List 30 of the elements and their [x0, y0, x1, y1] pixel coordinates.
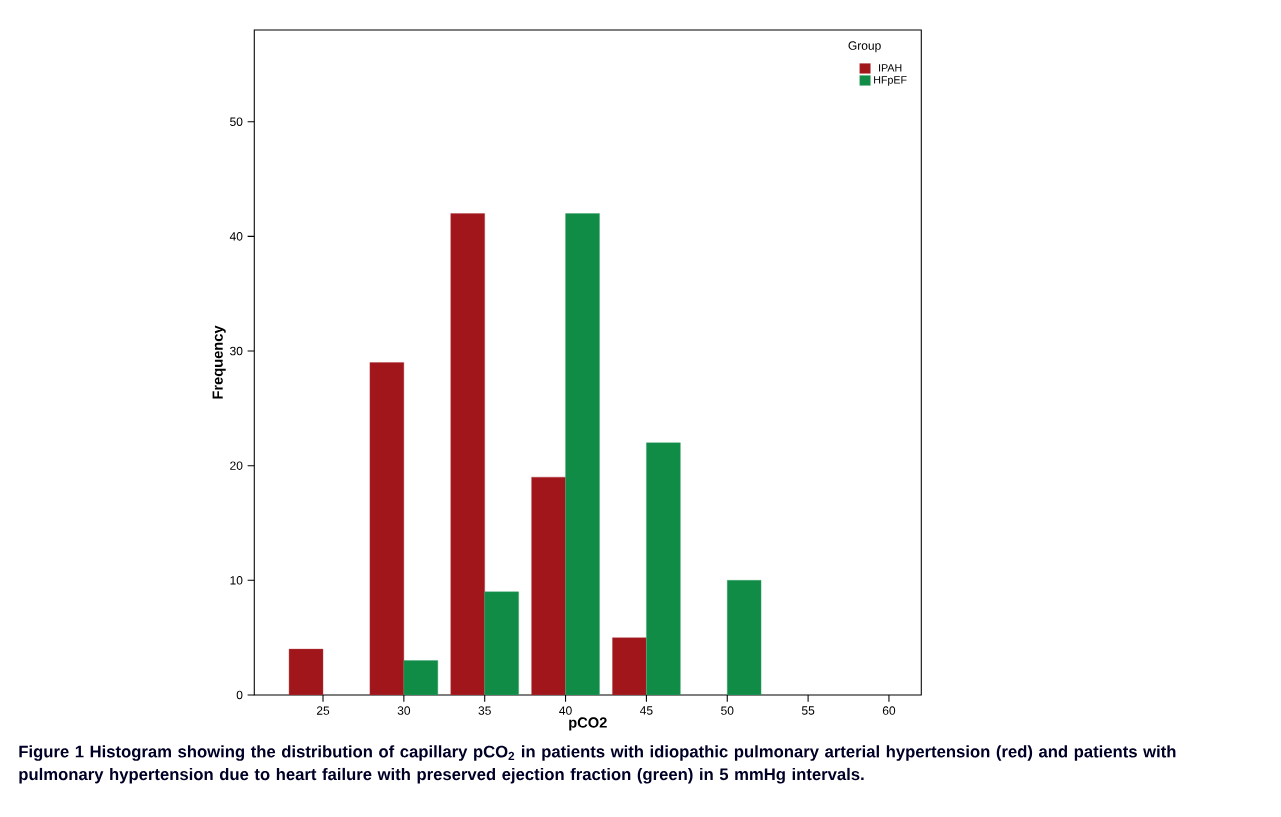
x-tick-label: 35: [478, 706, 491, 715]
bar: [727, 580, 762, 695]
x-axis-title: pCO2: [569, 717, 607, 731]
x-tick-label: 60: [882, 706, 896, 715]
x-tick-label: 25: [316, 706, 330, 715]
y-tick-label: 20: [230, 461, 243, 470]
y-tick-label: 30: [230, 346, 243, 356]
legend-title: Group: [848, 41, 881, 53]
y-tick-label: 0: [236, 690, 243, 700]
y-tick-label: 50: [230, 117, 243, 126]
x-tick-label: 50: [721, 706, 734, 715]
y-tick-label: 10: [230, 576, 243, 585]
x-tick-label: 55: [801, 706, 815, 715]
bar: [288, 648, 324, 695]
text: Figure 1 Histogram showing the distribution of capillary pCO$_{2}$ in patients with idiopathic pulmonary arterial hypertension (red) and patients with pulmonary hypertension due to heart failure with preserved ejection fraction (green) in 5 mmHg intervals.: [19, 745, 1176, 784]
bar: [565, 213, 600, 695]
x-tick-label: 30: [397, 706, 411, 715]
y-tick-label: 40: [229, 232, 243, 241]
bar: [612, 637, 647, 695]
legend-label: IPAH: [879, 64, 902, 72]
bar: [403, 660, 439, 695]
bar: [484, 591, 519, 695]
bar: [450, 213, 485, 695]
bar: [369, 362, 405, 695]
bar: [531, 476, 566, 695]
x-tick-label: 40: [559, 706, 572, 715]
legend-label: HFpEF: [874, 76, 907, 86]
x-tick-label: 45: [640, 706, 653, 715]
y-axis-title: Frequency: [212, 325, 226, 399]
bar: [646, 442, 681, 695]
